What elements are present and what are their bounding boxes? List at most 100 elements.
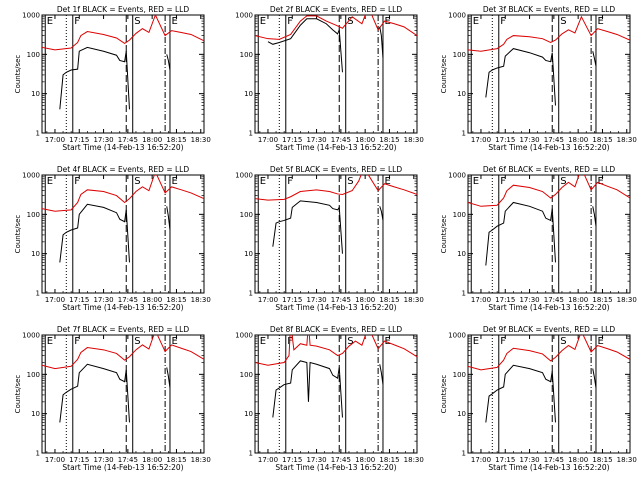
x-tick-label: 17:30 [306, 456, 326, 464]
series-line-lld [42, 335, 204, 370]
plot-frame [467, 14, 631, 134]
series-line-events [272, 360, 384, 418]
panel-title: Det 7f BLACK = Events, RED = LLD [57, 325, 190, 334]
y-tick-label: 10 [31, 250, 40, 258]
y-tick-label: 1 [36, 290, 40, 298]
time-marker-label: E [260, 16, 266, 27]
y-tick-label: 100 [27, 51, 40, 59]
detector-panel: Det 3f BLACK = Events, RED = LLD 1 10 100 10… [440, 5, 637, 152]
x-tick-label: 17:45 [118, 136, 138, 144]
x-axis-label: Start Time (14-Feb-13 16:52:20) [488, 303, 609, 312]
time-marker-label: F [74, 16, 80, 27]
x-tick-label: 18:00 [568, 456, 588, 464]
series-line-events [59, 46, 171, 110]
x-tick-label: 18:15 [379, 456, 399, 464]
detector-panel: Det 1f BLACK = Events, RED = LLD 1 10 100 10… [14, 5, 211, 152]
y-tick-label: 100 [240, 51, 253, 59]
x-tick-label: 18:00 [355, 136, 375, 144]
y-tick-label: 1000 [235, 332, 253, 340]
x-tick-label: 18:00 [142, 136, 162, 144]
y-axis-label: Counts/sec [14, 215, 22, 254]
x-tick-label: 17:45 [544, 456, 564, 464]
time-marker-label: E [171, 336, 177, 347]
y-tick-label: 10 [244, 250, 253, 258]
y-tick-label: 1 [36, 130, 40, 138]
x-tick-label: 18:30 [404, 456, 424, 464]
x-tick-label: 18:00 [142, 296, 162, 304]
x-tick-label: 18:30 [617, 456, 637, 464]
x-axis-label: Start Time (14-Feb-13 16:52:20) [275, 463, 396, 472]
x-tick-label: 17:00 [258, 456, 278, 464]
x-tick-label: 17:00 [471, 136, 491, 144]
x-tick-label: 17:45 [331, 136, 351, 144]
y-tick-label: 100 [27, 371, 40, 379]
time-marker-label: S [134, 176, 140, 187]
time-marker-label: E [260, 336, 266, 347]
plot-frame [467, 334, 631, 454]
y-tick-label: 10 [244, 410, 253, 418]
time-marker-label: E [597, 176, 603, 187]
y-tick-label: 1000 [235, 12, 253, 20]
y-tick-label: 1 [462, 450, 466, 458]
y-tick-label: 10 [457, 90, 466, 98]
panel-title: Det 9f BLACK = Events, RED = LLD [483, 325, 616, 334]
x-tick-label: 17:30 [519, 456, 539, 464]
series-line-lld [42, 15, 204, 51]
x-tick-label: 17:30 [306, 136, 326, 144]
x-tick-label: 17:45 [331, 456, 351, 464]
panel-title: Det 8f BLACK = Events, RED = LLD [270, 325, 403, 334]
y-axis-label: Counts/sec [14, 375, 22, 414]
y-tick-label: 1000 [448, 12, 466, 20]
series-line-lld [468, 175, 630, 207]
detector-panel: Det 5f BLACK = Events, RED = LLD 1 10 100 10… [235, 165, 424, 312]
x-tick-label: 17:15 [282, 136, 302, 144]
x-tick-label: 17:00 [45, 296, 65, 304]
x-tick-label: 17:30 [93, 136, 113, 144]
x-tick-label: 18:30 [191, 296, 211, 304]
panel-title: Det 3f BLACK = Events, RED = LLD [483, 5, 616, 14]
time-marker-label: E [384, 336, 390, 347]
time-marker-label: E [384, 176, 390, 187]
plot-frame [41, 174, 205, 294]
x-tick-label: 17:30 [306, 296, 326, 304]
detector-panel: Det 7f BLACK = Events, RED = LLD 1 10 100 10… [14, 325, 211, 472]
time-marker-label: F [74, 336, 80, 347]
x-tick-label: 18:00 [355, 296, 375, 304]
time-marker-label: S [347, 336, 353, 347]
x-tick-label: 18:00 [568, 136, 588, 144]
detector-panel: Det 8f BLACK = Events, RED = LLD 1 10 100 10… [235, 325, 424, 472]
x-axis-label: Start Time (14-Feb-13 16:52:20) [275, 303, 396, 312]
series-line-events [485, 201, 597, 266]
series-line-lld [42, 175, 204, 212]
x-axis-label: Start Time (14-Feb-13 16:52:20) [62, 303, 183, 312]
panel-title: Det 1f BLACK = Events, RED = LLD [57, 5, 190, 14]
time-marker-label: E [473, 336, 479, 347]
plot-frame [254, 174, 418, 294]
detector-panel: Det 4f BLACK = Events, RED = LLD 1 10 100 10… [14, 165, 211, 312]
x-tick-label: 17:15 [495, 296, 515, 304]
x-tick-label: 17:00 [45, 136, 65, 144]
series-line-events [485, 364, 597, 423]
x-tick-label: 18:30 [617, 136, 637, 144]
x-tick-label: 17:45 [118, 456, 138, 464]
x-tick-label: 18:15 [592, 456, 612, 464]
time-marker-label: E [47, 176, 53, 187]
plot-frame [41, 334, 205, 454]
time-marker-label: E [47, 336, 53, 347]
x-tick-label: 18:00 [568, 296, 588, 304]
x-tick-label: 18:00 [142, 456, 162, 464]
x-axis-label: Start Time (14-Feb-13 16:52:20) [488, 463, 609, 472]
y-tick-label: 1000 [22, 12, 40, 20]
x-tick-label: 18:15 [166, 296, 186, 304]
panel-title: Det 5f BLACK = Events, RED = LLD [270, 165, 403, 174]
x-tick-label: 17:15 [495, 456, 515, 464]
x-axis-label: Start Time (14-Feb-13 16:52:20) [488, 143, 609, 152]
x-tick-label: 17:15 [69, 456, 89, 464]
x-tick-label: 18:15 [166, 456, 186, 464]
y-axis-label: Counts/sec [440, 55, 448, 94]
time-marker-label: F [287, 176, 293, 187]
time-marker-label: F [287, 336, 293, 347]
y-tick-label: 1000 [22, 332, 40, 340]
time-marker-label: S [134, 16, 140, 27]
series-line-lld [255, 15, 417, 40]
